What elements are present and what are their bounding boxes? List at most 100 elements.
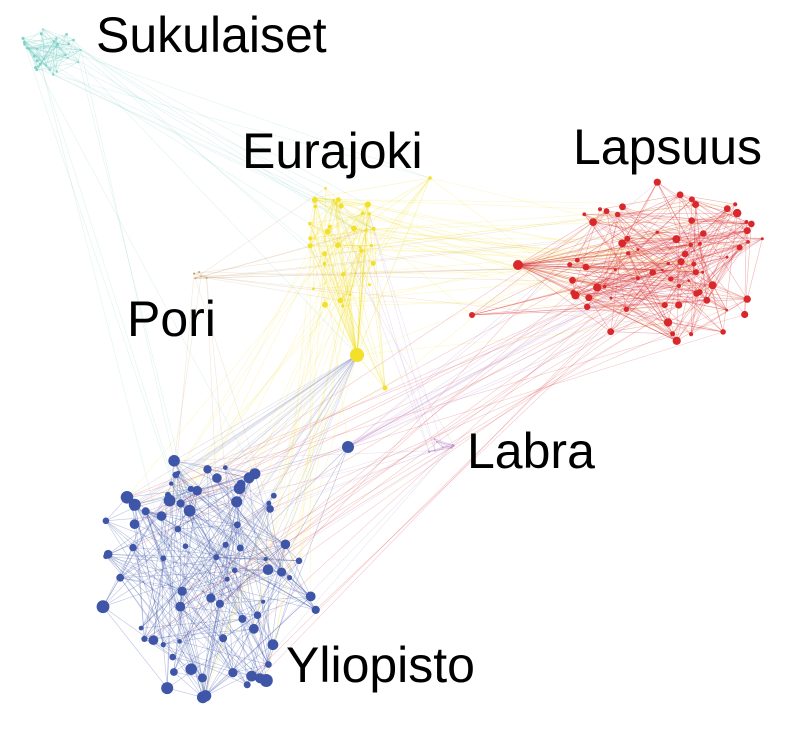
network-edge <box>637 231 658 250</box>
network-edge <box>657 182 697 273</box>
network-edge <box>325 187 339 200</box>
network-node <box>197 673 207 683</box>
network-node <box>582 212 587 217</box>
network-edge <box>324 204 369 254</box>
network-edge <box>626 247 740 310</box>
network-edge <box>604 256 728 287</box>
network-edge <box>108 553 183 592</box>
network-edge <box>695 204 708 301</box>
network-edge <box>232 544 286 673</box>
network-edge <box>442 446 452 449</box>
network-edge <box>342 297 612 307</box>
network-node <box>192 485 202 496</box>
network-node <box>311 605 320 615</box>
network-edge <box>102 544 286 607</box>
network-edge <box>347 208 728 448</box>
network-edge <box>126 204 369 498</box>
network-node <box>231 496 243 508</box>
network-edge <box>43 46 57 60</box>
network-edge <box>597 263 669 288</box>
network-node <box>55 70 58 73</box>
network-node <box>130 505 136 511</box>
network-edge <box>314 197 355 229</box>
network-edge <box>597 287 677 342</box>
network-edge <box>617 214 700 293</box>
network-edge <box>310 238 360 248</box>
network-node <box>469 312 475 318</box>
network-edge <box>105 556 183 592</box>
network-node <box>733 202 738 207</box>
network-edge <box>163 558 228 580</box>
network-edge <box>657 231 704 234</box>
network-edge <box>329 213 363 228</box>
network-edge <box>194 271 200 279</box>
network-node <box>129 543 137 552</box>
network-edge <box>27 41 55 49</box>
network-edge <box>368 213 443 448</box>
network-edge <box>517 264 673 335</box>
network-node <box>141 507 150 516</box>
network-node <box>64 53 67 57</box>
network-edge <box>340 263 374 301</box>
network-node <box>675 301 683 309</box>
network-edge <box>315 243 701 611</box>
network-edge <box>225 544 255 629</box>
network-node <box>593 283 602 292</box>
network-edge <box>517 259 578 266</box>
network-edge <box>356 213 370 356</box>
network-node <box>138 625 144 631</box>
network-edge <box>353 228 605 287</box>
network-node <box>132 501 137 506</box>
network-edge <box>333 200 692 335</box>
network-edge <box>145 511 248 685</box>
network-edge <box>657 182 713 286</box>
network-edge <box>174 450 436 462</box>
network-edge <box>134 488 192 525</box>
network-edge <box>340 300 727 311</box>
network-edge <box>434 438 436 451</box>
network-edge <box>342 305 358 356</box>
network-node <box>222 465 228 470</box>
network-edge <box>587 291 700 308</box>
network-edge <box>342 245 372 275</box>
network-node <box>236 544 244 552</box>
network-edge <box>599 194 681 210</box>
network-edge <box>652 241 749 273</box>
network-edge <box>29 48 51 71</box>
network-edge <box>587 233 704 308</box>
network-node <box>26 46 29 50</box>
network-edge <box>347 181 658 448</box>
network-edge <box>163 601 264 645</box>
network-edge <box>333 200 358 356</box>
network-edge <box>604 182 658 287</box>
network-node <box>224 576 230 582</box>
network-edge <box>267 354 358 570</box>
network-edge <box>324 253 386 389</box>
network-node <box>169 481 174 486</box>
network-edge <box>585 244 691 268</box>
network-edge <box>175 354 358 476</box>
network-edge <box>597 230 748 288</box>
network-edge <box>234 569 269 571</box>
network-edge <box>606 210 672 280</box>
network-edge <box>206 277 224 639</box>
network-node <box>96 600 110 614</box>
network-edge <box>181 473 256 592</box>
network-edge <box>517 253 629 266</box>
network-node <box>367 212 371 216</box>
network-edge <box>585 263 669 268</box>
network-edge <box>347 295 576 448</box>
network-edge <box>190 200 334 490</box>
network-edge <box>240 354 358 549</box>
network-edge <box>145 511 203 678</box>
network-node <box>259 674 273 687</box>
network-edge <box>327 213 363 232</box>
network-edge <box>177 528 243 620</box>
network-edge <box>43 58 51 71</box>
network-edge <box>105 507 134 522</box>
network-edge <box>691 199 728 209</box>
network-edge <box>225 467 274 645</box>
network-edge <box>691 220 724 332</box>
network-edge <box>202 603 221 678</box>
